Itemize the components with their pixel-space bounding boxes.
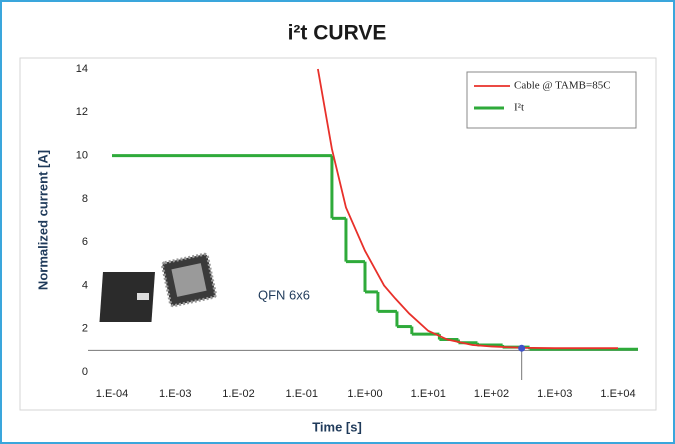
x-tick-label: 1.E-03 [159, 388, 191, 400]
marker-point [518, 345, 525, 352]
x-tick-label: 1.E+02 [474, 388, 509, 400]
x-tick-label: 1.E+01 [411, 388, 446, 400]
x-tick-label: 1.E-02 [222, 388, 254, 400]
annotation: QFN 6x6 [258, 287, 310, 302]
y-tick-label: 8 [82, 193, 88, 205]
y-tick-label: 0 [82, 366, 88, 378]
y-tick-label: 10 [76, 149, 88, 161]
x-tick-label: 1.E+00 [347, 388, 382, 400]
x-axis-title: Time [s] [312, 419, 362, 434]
chart-title: i²t CURVE [288, 22, 387, 45]
legend-label: I²t [514, 102, 524, 114]
y-axis-title: Normalized current [A] [35, 150, 50, 290]
x-tick-label: 1.E+03 [537, 388, 572, 400]
y-tick-label: 2 [82, 323, 88, 335]
y-tick-label: 12 [76, 106, 88, 118]
y-tick-label: 6 [82, 236, 88, 248]
x-tick-label: 1.E+04 [600, 388, 635, 400]
chart: i²t CURVE Time [s] Normalized current [A… [0, 0, 675, 444]
legend-label: Cable @ TAMB=85C [514, 80, 611, 92]
frame [1, 1, 674, 443]
x-tick-label: 1.E-01 [286, 388, 318, 400]
chip-logo [137, 293, 149, 300]
y-tick-label: 14 [76, 63, 88, 75]
y-tick-label: 4 [82, 279, 88, 291]
x-tick-label: 1.E-04 [96, 388, 128, 400]
